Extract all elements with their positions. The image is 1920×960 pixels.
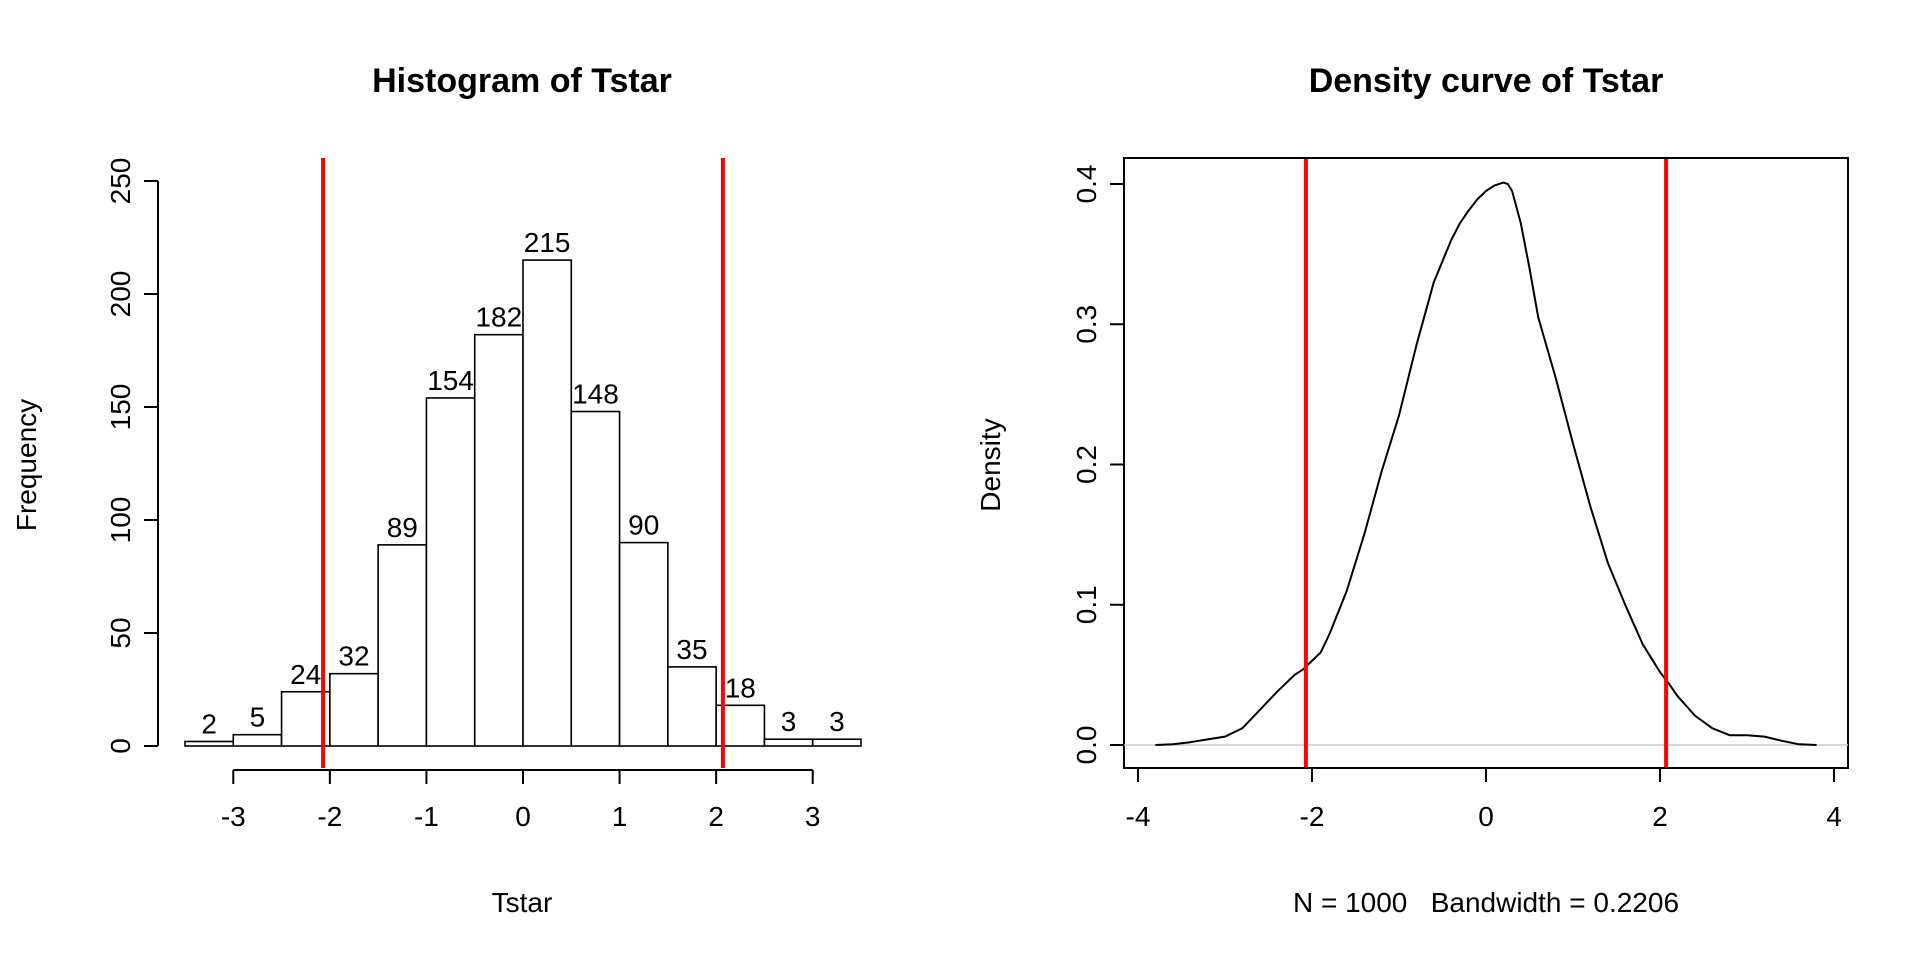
hist-x-tick-label: 1	[612, 801, 628, 832]
hist-x-tick-label: -2	[317, 801, 342, 832]
hist-title: Histogram of Tstar	[372, 62, 672, 100]
hist-y-tick-label: 200	[105, 271, 136, 318]
hist-bar	[522, 259, 573, 747]
hist-bar	[570, 410, 621, 747]
hist-bar-label: 3	[829, 706, 845, 737]
hist-bar	[473, 333, 524, 747]
hist-y-tick-label: 0	[105, 738, 136, 754]
hist-bar	[377, 544, 428, 747]
density-x-axis: -4 -2 0 2 4	[1126, 767, 1842, 832]
hist-bar	[811, 738, 862, 747]
hist-bar-label: 35	[676, 634, 707, 665]
hist-bar-label: 32	[338, 641, 369, 672]
hist-bar	[763, 738, 814, 747]
hist-bar	[329, 672, 379, 747]
density-y-tick-label: 0.0	[1071, 726, 1102, 765]
density-critical-lines	[1303, 159, 1669, 767]
hist-y-axis-label: Frequency	[11, 399, 42, 531]
density-y-axis: 0.0 0.1 0.2 0.3 0.4	[1071, 165, 1124, 765]
hist-bar-labels: 2 5 24 32 89 154 182 215 148 90 35 18 3 3	[201, 227, 844, 739]
hist-bar-label: 18	[725, 672, 756, 703]
hist-bar-label: 154	[427, 365, 474, 396]
hist-y-tick-label: 50	[105, 617, 136, 648]
hist-x-tick-label: -1	[414, 801, 439, 832]
hist-x-tick-label: -3	[221, 801, 246, 832]
density-panel: Density curve of Tstar -4 -2 0 2 4 0.0 0.1 0.2…	[975, 62, 1849, 918]
density-x-tick-label: -2	[1300, 801, 1325, 832]
hist-bar-label: 24	[290, 659, 321, 690]
density-y-tick-label: 0.4	[1071, 165, 1102, 204]
hist-bar	[232, 733, 283, 747]
histogram-panel: Histogram of Tstar 2 52432891541822151489…	[11, 62, 862, 918]
hist-bar-label: 215	[524, 227, 571, 258]
hist-y-tick-label: 250	[105, 158, 136, 205]
density-y-tick-label: 0.1	[1071, 585, 1102, 624]
density-plot-box	[1123, 157, 1849, 769]
density-x-tick-label: 0	[1478, 801, 1494, 832]
hist-bars	[184, 259, 862, 747]
hist-x-axis: -3 -2 -1 0 1 2 3	[221, 769, 821, 832]
hist-x-tick-label: 3	[805, 801, 821, 832]
density-y-axis-label: Density	[975, 418, 1006, 511]
hist-bar-label: 182	[475, 302, 522, 333]
hist-bar-label: 148	[572, 379, 619, 410]
density-x-axis-label: N = 1000 Bandwidth = 0.2206	[1293, 887, 1679, 918]
hist-bar-label: 90	[628, 510, 659, 541]
hist-bar-label: 89	[387, 512, 418, 543]
density-y-tick-label: 0.3	[1071, 305, 1102, 344]
density-x-tick-label: 2	[1652, 801, 1668, 832]
density-x-tick-label: 4	[1826, 801, 1842, 832]
hist-bar	[667, 666, 717, 747]
density-x-tick-label: -4	[1126, 801, 1151, 832]
density-curve-group	[1155, 181, 1817, 746]
hist-x-tick-label: 0	[515, 801, 531, 832]
hist-bar	[618, 541, 669, 747]
density-title: Density curve of Tstar	[1309, 62, 1664, 100]
hist-y-tick-label: 100	[105, 497, 136, 544]
density-curve	[1155, 181, 1817, 746]
hist-bar-label: 5	[250, 702, 266, 733]
density-y-tick-label: 0.2	[1071, 445, 1102, 484]
hist-bar	[184, 740, 235, 747]
hist-y-axis: 0 50 100 150 200 250	[105, 158, 159, 754]
hist-critical-lines	[321, 158, 725, 768]
hist-bar-label: 3	[781, 706, 797, 737]
hist-x-axis-label: Tstar	[492, 887, 553, 918]
hist-x-tick-label: 2	[708, 801, 724, 832]
hist-bar	[425, 397, 476, 747]
hist-y-tick-label: 150	[105, 384, 136, 431]
hist-bar-label: 2	[201, 708, 217, 739]
